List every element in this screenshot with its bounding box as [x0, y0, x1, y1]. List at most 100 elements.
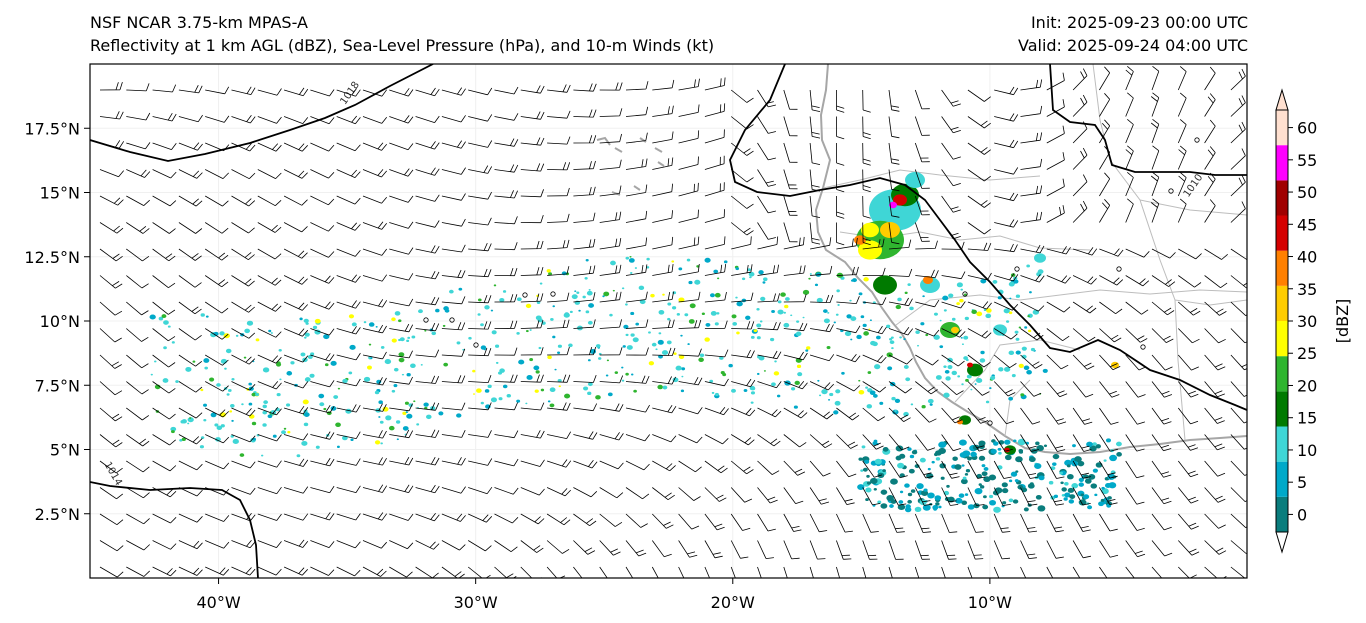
wind-barb [283, 87, 309, 97]
wind-barb [310, 380, 335, 388]
wind-barb [494, 86, 519, 95]
reflectivity-cell [586, 290, 593, 296]
wind-barb [310, 512, 335, 521]
wind-barb [520, 566, 543, 578]
wind-barb [967, 328, 992, 339]
reflectivity-cell [983, 476, 991, 483]
wind-barb [809, 169, 821, 192]
calm-wind-marker [473, 342, 479, 348]
colorbar-label: [dBZ] [1333, 299, 1352, 344]
reflectivity-cell [748, 271, 755, 277]
reflectivity-cell [163, 320, 169, 325]
wind-barb [362, 430, 387, 439]
wind-barb [1230, 148, 1246, 170]
reflectivity-cell [689, 303, 696, 309]
reflectivity-cell [424, 329, 427, 332]
reflectivity-cell [380, 442, 383, 445]
reflectivity-cell [1029, 482, 1034, 486]
reflectivity-cell [1027, 329, 1032, 333]
reflectivity-cell [671, 306, 677, 310]
wind-barb [152, 540, 177, 550]
wind-barb [389, 88, 414, 97]
wind-barb [573, 186, 596, 197]
reflectivity-cell [717, 277, 720, 280]
wind-barb [257, 486, 282, 495]
reflectivity-cell [1002, 501, 1007, 505]
reflectivity-cell [1059, 471, 1063, 475]
wind-barb [441, 375, 466, 384]
wind-barb [310, 566, 335, 576]
wind-barb [178, 248, 202, 261]
wind-barb [730, 116, 754, 130]
reflectivity-cell [413, 400, 416, 403]
wind-barb [862, 267, 886, 276]
reflectivity-cell [493, 284, 497, 287]
wind-barb [1125, 328, 1148, 343]
wind-barb [441, 457, 466, 466]
wind-barb [1020, 460, 1039, 479]
reflectivity-cell [858, 389, 865, 395]
wind-barb [967, 222, 991, 235]
wind-barb [257, 434, 282, 442]
reflectivity-cell [491, 330, 497, 335]
wind-barb [678, 104, 700, 117]
wind-barb [994, 86, 1019, 96]
reflectivity-cell [625, 333, 629, 337]
reflectivity-cell [456, 413, 462, 418]
reflectivity-cell [916, 483, 924, 490]
wind-barb [441, 486, 466, 494]
wind-barb [704, 292, 727, 303]
wind-barb [152, 328, 176, 342]
reflectivity-cell [1042, 368, 1048, 373]
wind-barb [704, 406, 729, 416]
wind-barb [178, 566, 203, 576]
reflectivity-cell [662, 293, 665, 296]
reflectivity-cell [406, 372, 411, 377]
reflectivity-cell [261, 454, 264, 457]
wind-barb [652, 460, 676, 472]
reflectivity-cell [495, 361, 499, 364]
reflectivity-cell [1010, 471, 1018, 477]
reflectivity-cell [946, 484, 950, 488]
reflectivity-cell [1026, 369, 1032, 375]
wind-barb [415, 245, 440, 254]
wind-barb [520, 459, 545, 467]
wind-barb [547, 162, 571, 171]
wind-barb [362, 484, 388, 493]
wind-barb [310, 275, 335, 284]
convective-cell [993, 324, 1007, 336]
wind-barb [1151, 248, 1176, 259]
wind-barb [1099, 119, 1111, 144]
reflectivity-cell [225, 348, 232, 354]
wind-barb [389, 168, 414, 177]
wind-barb [415, 402, 440, 411]
reflectivity-cell [607, 392, 613, 397]
reflectivity-cell [894, 398, 901, 403]
reflectivity-cell [671, 260, 675, 263]
wind-barb [231, 115, 256, 124]
wind-barb [441, 218, 466, 227]
reflectivity-cell [549, 403, 555, 408]
wind-barb [915, 381, 938, 395]
reflectivity-cell [933, 312, 938, 316]
reflectivity-cell [1066, 464, 1071, 468]
wind-barb [257, 540, 282, 548]
wind-barb [678, 156, 699, 170]
reflectivity-cell [203, 418, 207, 422]
reflectivity-cell [758, 270, 764, 275]
reflectivity-cell [502, 290, 507, 293]
wind-barb [152, 248, 176, 262]
reflectivity-cell [666, 340, 672, 345]
reflectivity-cell [1004, 366, 1011, 372]
reflectivity-cell [1052, 462, 1057, 466]
reflectivity-cell [714, 322, 719, 326]
wind-barb [99, 275, 123, 289]
wind-barb [441, 322, 466, 331]
wind-barb [625, 237, 648, 250]
wind-barb [652, 291, 674, 303]
reflectivity-cell [943, 365, 947, 368]
reflectivity-cell [582, 295, 586, 299]
wind-barb [1020, 407, 1041, 425]
reflectivity-cell [720, 371, 725, 375]
wind-barb [783, 195, 798, 216]
